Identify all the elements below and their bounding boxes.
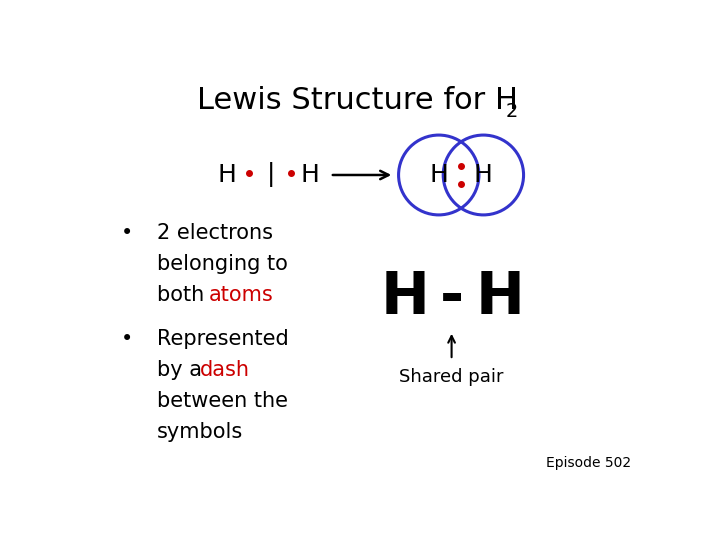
Text: -: - xyxy=(439,269,464,326)
Text: Represented: Represented xyxy=(157,329,289,349)
Text: symbols: symbols xyxy=(157,422,243,442)
Text: H: H xyxy=(381,269,430,326)
Text: Episode 502: Episode 502 xyxy=(546,456,631,470)
Text: H: H xyxy=(217,163,236,187)
Text: by a: by a xyxy=(157,360,209,380)
Text: H: H xyxy=(474,163,492,187)
Text: H: H xyxy=(301,163,320,187)
Text: •: • xyxy=(121,329,133,349)
Text: dash: dash xyxy=(200,360,250,380)
Text: both: both xyxy=(157,285,211,305)
Text: between the: between the xyxy=(157,391,288,411)
Text: Lewis Structure for H: Lewis Structure for H xyxy=(197,86,518,114)
Text: 2: 2 xyxy=(505,102,518,122)
Text: |: | xyxy=(267,163,276,187)
Text: Shared pair: Shared pair xyxy=(400,368,504,386)
Text: atoms: atoms xyxy=(208,285,273,305)
Text: belonging to: belonging to xyxy=(157,254,288,274)
Text: 2 electrons: 2 electrons xyxy=(157,223,273,243)
Text: •: • xyxy=(121,223,133,243)
Text: H: H xyxy=(476,269,525,326)
Text: H: H xyxy=(429,163,448,187)
